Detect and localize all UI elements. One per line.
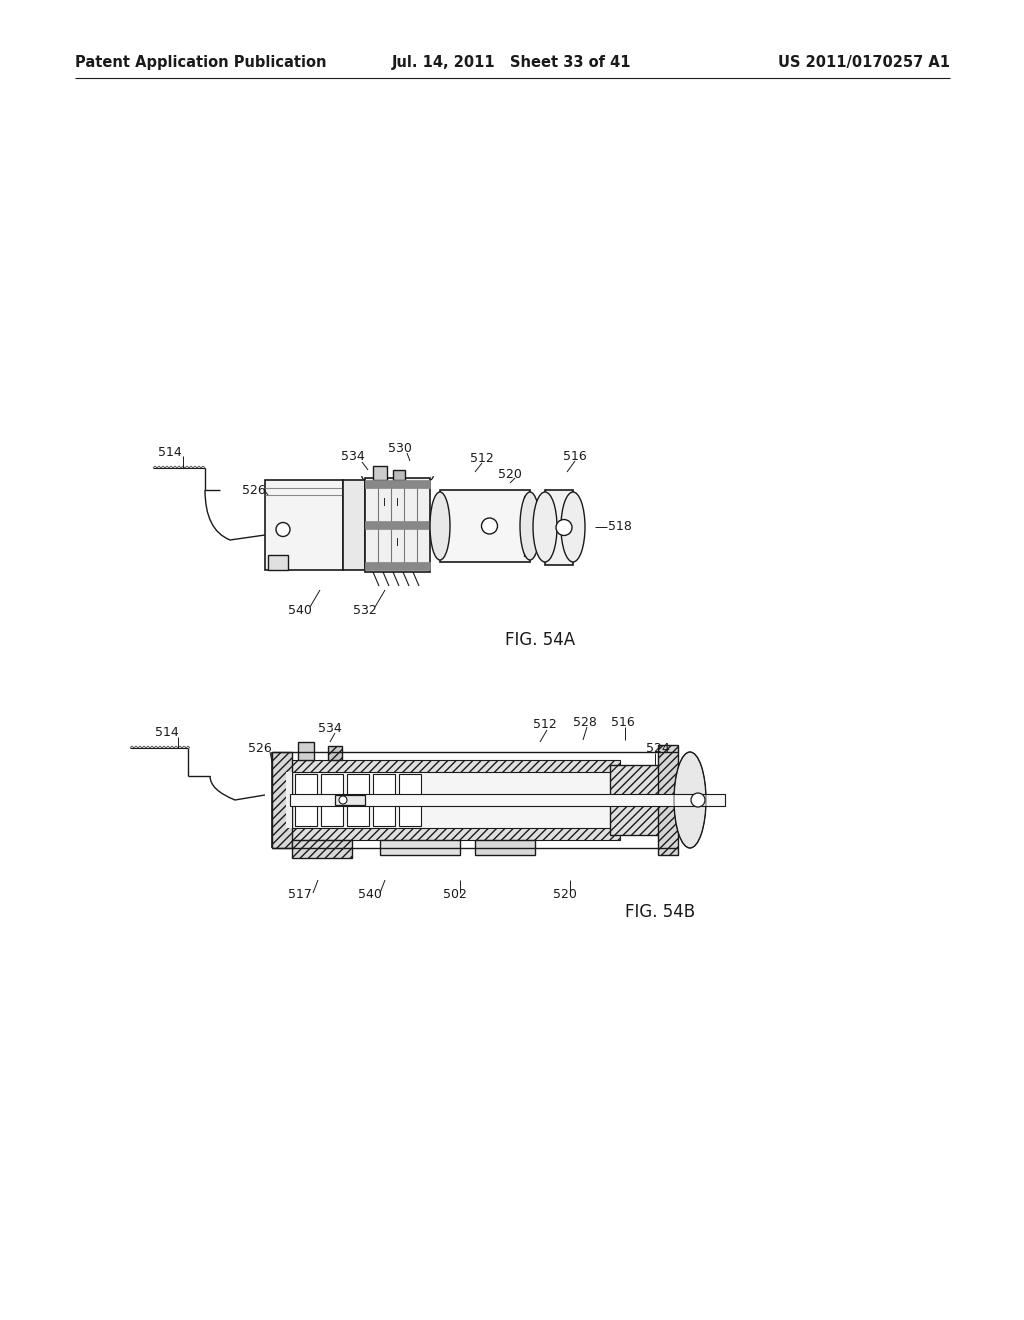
Bar: [280, 828, 620, 840]
Text: 520: 520: [553, 888, 577, 902]
Bar: [545, 490, 573, 565]
Bar: [280, 772, 620, 828]
Circle shape: [691, 793, 705, 807]
Bar: [380, 840, 460, 855]
Text: 518: 518: [666, 793, 690, 807]
Bar: [440, 490, 530, 562]
Bar: [268, 554, 288, 570]
Bar: [365, 562, 430, 570]
Bar: [290, 795, 725, 807]
Text: 502: 502: [443, 888, 467, 902]
Text: 514: 514: [158, 446, 182, 459]
Text: 526: 526: [248, 742, 272, 755]
Ellipse shape: [520, 492, 540, 560]
Text: US 2011/0170257 A1: US 2011/0170257 A1: [778, 54, 950, 70]
Text: 517: 517: [288, 888, 312, 902]
Bar: [610, 766, 660, 836]
Circle shape: [339, 796, 347, 804]
Text: I: I: [383, 498, 385, 508]
Text: FIG. 54B: FIG. 54B: [625, 903, 695, 921]
Ellipse shape: [430, 492, 450, 560]
Text: 520: 520: [498, 467, 522, 480]
Bar: [373, 466, 387, 480]
Bar: [475, 840, 535, 855]
Circle shape: [481, 517, 498, 535]
Circle shape: [556, 520, 572, 536]
Bar: [298, 742, 314, 760]
Bar: [658, 744, 678, 855]
Bar: [343, 480, 365, 570]
Text: 534: 534: [318, 722, 342, 734]
Bar: [292, 840, 352, 858]
Bar: [399, 774, 421, 826]
Bar: [373, 774, 395, 826]
Bar: [265, 480, 343, 570]
Text: 516: 516: [611, 715, 635, 729]
Text: I: I: [395, 539, 398, 548]
Bar: [328, 746, 342, 760]
Text: 512: 512: [470, 453, 494, 466]
Text: 540: 540: [288, 603, 312, 616]
Bar: [524, 496, 534, 556]
Ellipse shape: [674, 752, 706, 847]
Text: FIG. 54A: FIG. 54A: [505, 631, 575, 649]
Text: 524: 524: [646, 742, 670, 755]
Bar: [393, 470, 406, 480]
Ellipse shape: [561, 492, 585, 562]
Bar: [365, 478, 430, 572]
Circle shape: [276, 523, 290, 536]
Bar: [347, 774, 369, 826]
Text: 514: 514: [155, 726, 179, 739]
Text: 518: 518: [608, 520, 632, 533]
Text: 516: 516: [563, 450, 587, 462]
Text: 526: 526: [242, 483, 266, 496]
Bar: [335, 795, 365, 805]
Bar: [280, 760, 620, 772]
Bar: [321, 774, 343, 826]
Text: 532: 532: [353, 603, 377, 616]
Bar: [272, 752, 292, 847]
Text: 530: 530: [388, 442, 412, 455]
Text: 540: 540: [358, 888, 382, 902]
Bar: [365, 480, 430, 488]
Text: Patent Application Publication: Patent Application Publication: [75, 54, 327, 70]
Text: 534: 534: [341, 450, 365, 463]
Text: 528: 528: [573, 715, 597, 729]
Text: 512: 512: [534, 718, 557, 731]
Ellipse shape: [534, 492, 557, 562]
Bar: [286, 772, 292, 828]
Bar: [365, 521, 430, 529]
Bar: [295, 774, 317, 826]
Text: I: I: [395, 498, 398, 508]
Text: Jul. 14, 2011   Sheet 33 of 41: Jul. 14, 2011 Sheet 33 of 41: [392, 54, 632, 70]
